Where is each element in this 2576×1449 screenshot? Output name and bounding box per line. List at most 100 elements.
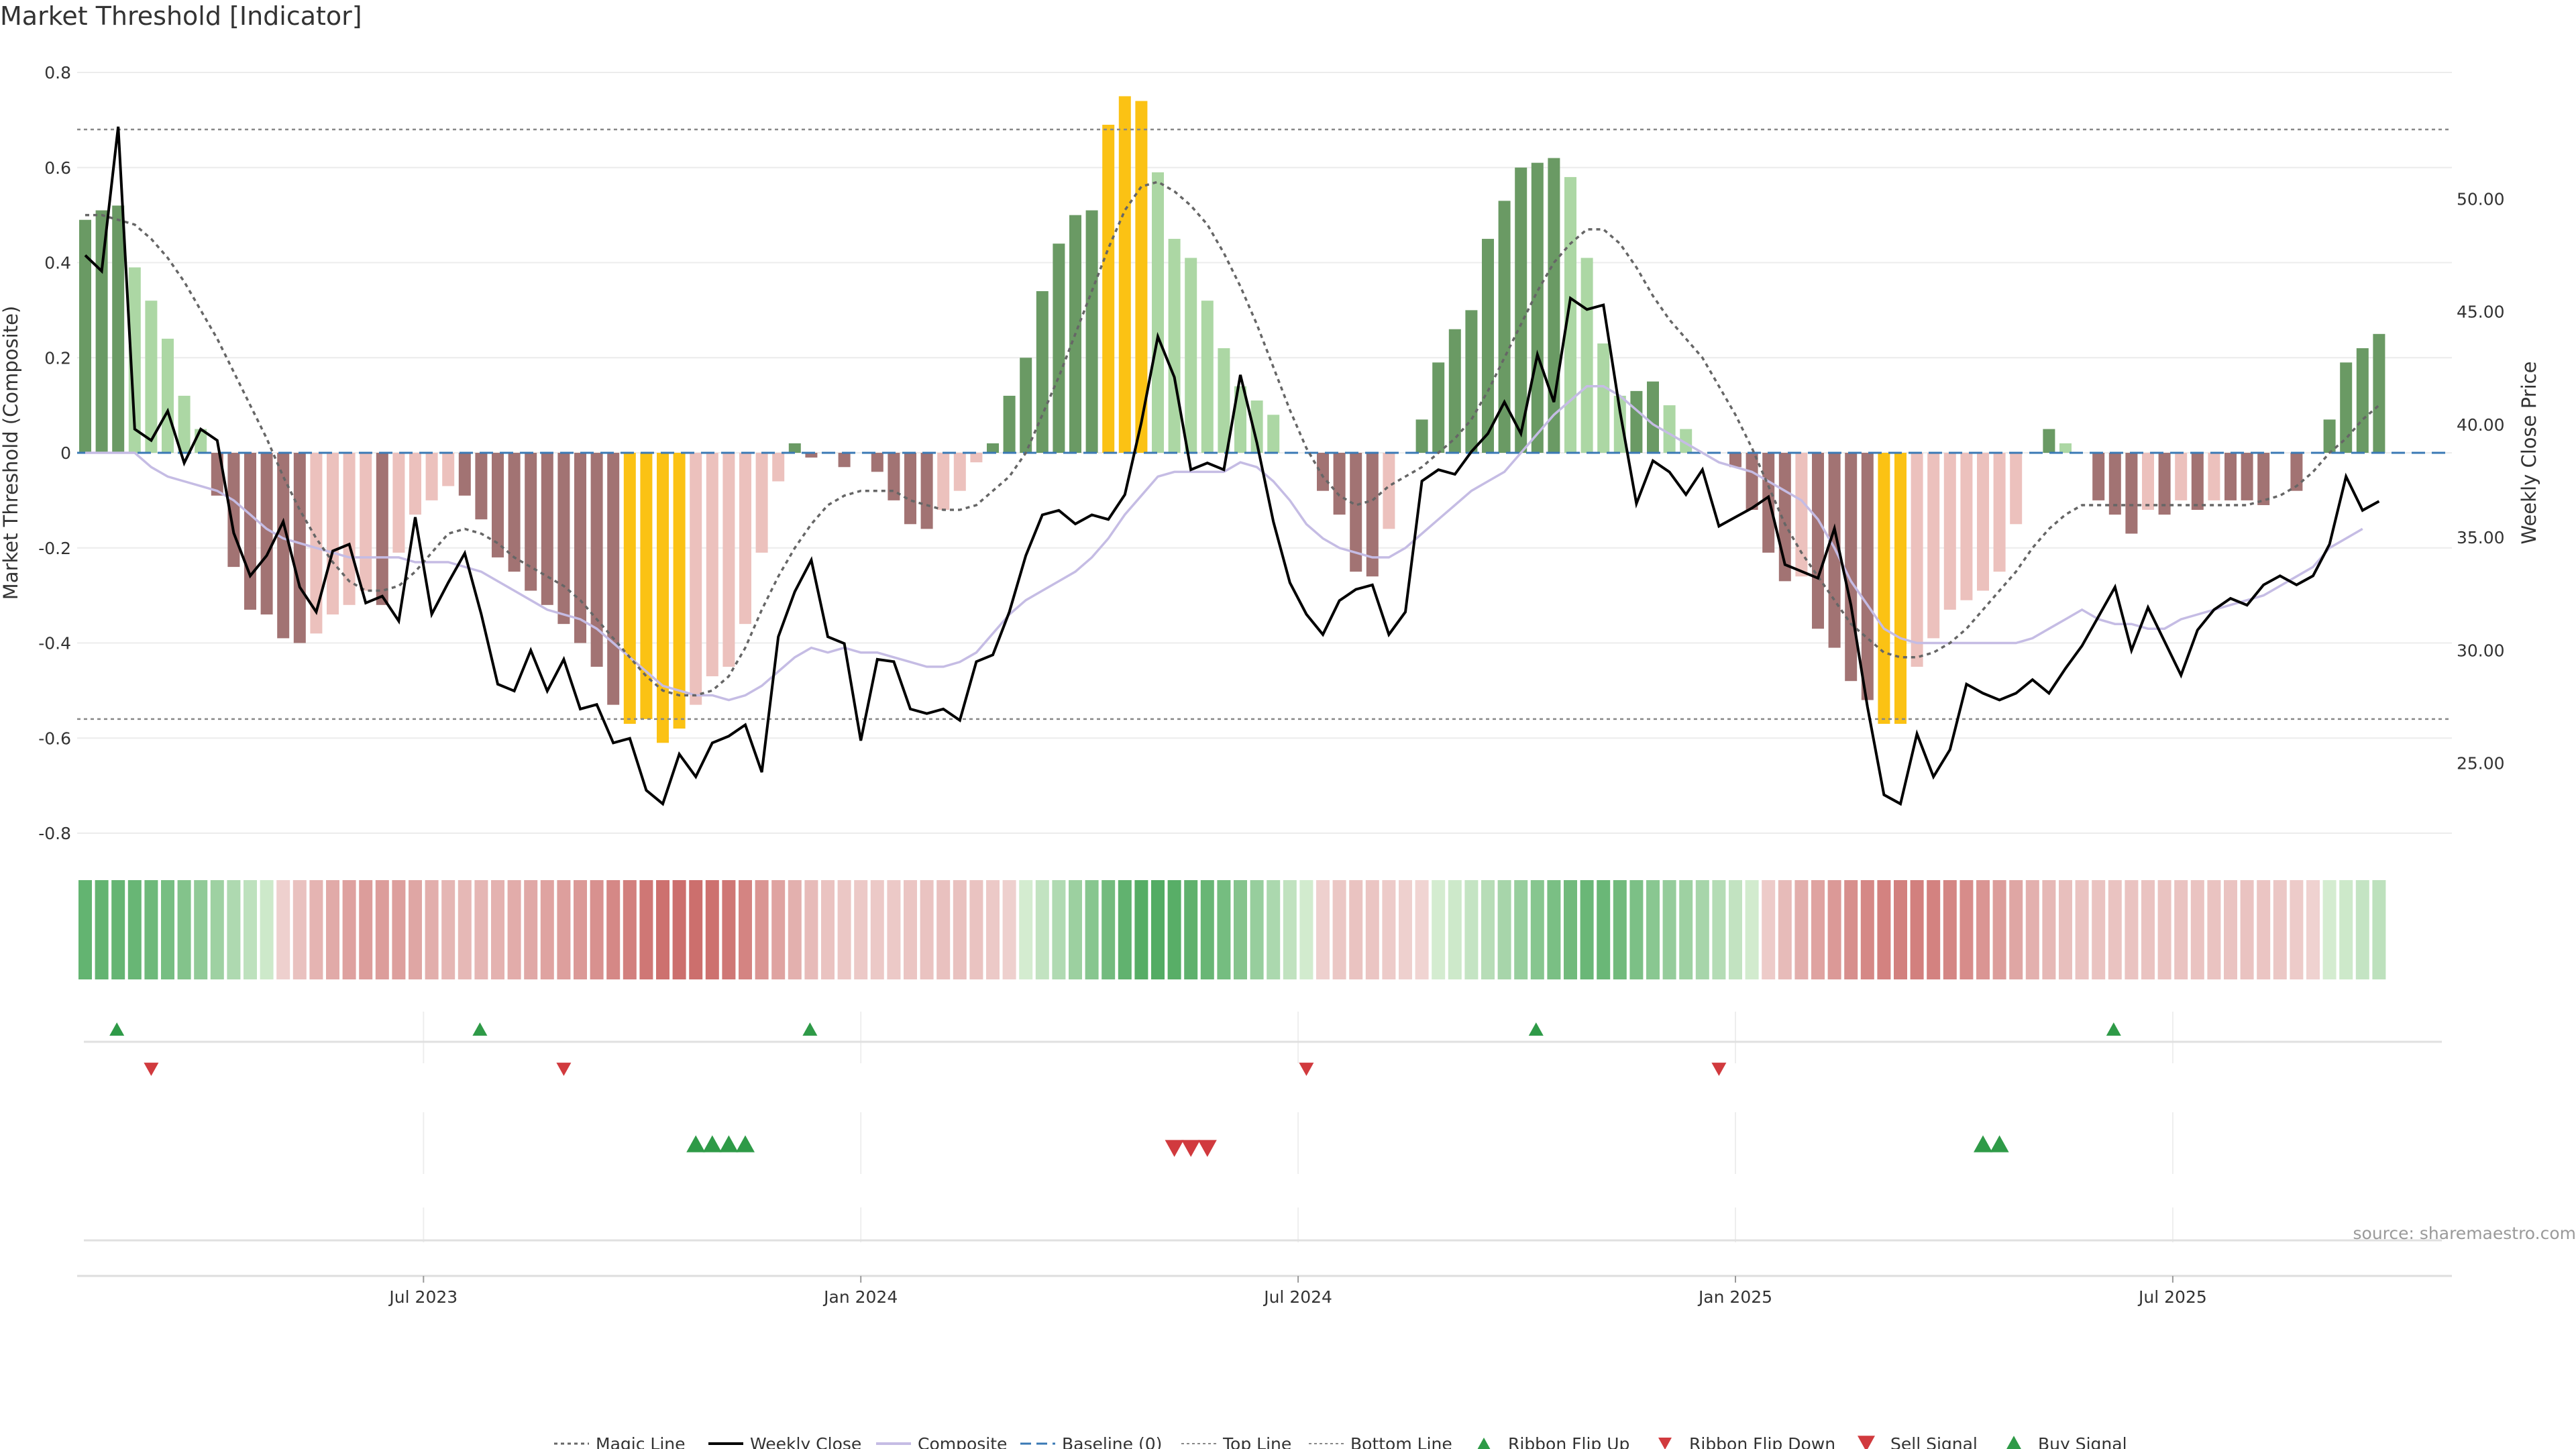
composite-bar [871,453,883,472]
composite-bar [1482,239,1494,453]
composite-bar [838,453,851,468]
ribbon-cell [1827,880,1841,979]
ribbon-cell [2025,880,2039,979]
x-tick-label: Jul 2024 [1263,1287,1332,1307]
ribbon-cell [2125,880,2139,979]
ribbon-cell [986,880,1000,979]
ribbon-cell [260,880,274,979]
ribbon-cell [177,880,191,979]
composite-bar [557,453,570,625]
ribbon-cell [1729,880,1742,979]
ribbon-cell [1217,880,1231,979]
composite-bar [1564,176,1576,453]
composite-bar [1845,453,1858,682]
ribbon-cell [2059,880,2072,979]
composite-bar [2323,419,2336,453]
ribbon-cell [2372,880,2386,979]
composite-bar [360,453,372,591]
ribbon-cell [1448,880,1462,979]
ribbon-cell [705,880,719,979]
ribbon-cell [2240,880,2254,979]
ribbon-cell [2322,880,2337,979]
composite-bar [1531,162,1544,453]
composite-bar [1911,453,1923,667]
composite-bar [1201,301,1214,453]
magic-line [85,180,2380,697]
ribbon-cell [491,880,504,979]
composite-bar [79,219,91,453]
composite-bar [1680,429,1693,453]
composite-bar [1993,453,2006,572]
ribbon-cell [1976,880,1990,979]
ribbon-cell [507,880,521,979]
ribbon-cell [1860,880,1874,979]
ribbon-cell [392,880,406,979]
composite-bar [1465,310,1478,453]
legend-label: Composite [918,1434,1007,1449]
legend-label: Baseline (0) [1062,1434,1162,1449]
composite-bar [1597,343,1610,453]
ribbon-cell [1778,880,1792,979]
ribbon-cell [1102,880,1116,979]
composite-bar [987,443,999,453]
composite-bar [2290,453,2303,491]
ribbon-cell [1943,880,1957,979]
composite-bar [1036,291,1049,453]
ribbon-cell [441,880,455,979]
composite-bar [2340,362,2353,453]
ribbon-cell [2257,880,2271,979]
composite-bar [2059,443,2072,453]
composite-bar [2175,453,2188,500]
x-tick-label: Jul 2025 [2137,1287,2207,1307]
composite-bar [2010,453,2023,525]
composite-bar [1267,415,1280,453]
ribbon-cell [1134,880,1148,979]
ribbon-cell [771,880,786,979]
composite-bar [458,453,471,496]
composite-bar [442,453,455,486]
composite-bar [1053,244,1065,453]
composite-bar [953,453,966,491]
composite-bar [1415,419,1428,453]
ribbon-cell [722,880,736,979]
ribbon-flip-down-marker [144,1063,159,1076]
ribbon-cell [1910,880,1924,979]
ribbon-cell [1646,880,1660,979]
right-axis-label: Weekly Close Price [2518,362,2540,545]
right-tick-label: 50.00 [2457,189,2505,209]
ribbon-flip-up-marker [1528,1022,1544,1036]
composite-bar [607,453,620,705]
composite-bar [541,453,553,605]
composite-bar [2356,348,2369,453]
composite-bar [2108,453,2121,515]
composite-bar [409,453,421,515]
ribbon-cell [2075,880,2089,979]
composite-bar [1580,258,1593,453]
composite-line [85,385,2363,702]
ribbon-cell [755,880,769,979]
ribbon-cell [689,880,703,979]
composite-bar [425,453,438,500]
ribbon-cell [1960,880,1974,979]
left-tick-label: 0 [60,443,71,463]
ribbon-flip-up-marker [2106,1022,2121,1036]
sell-signal-marker [1181,1140,1201,1157]
composite-bar [1812,453,1824,629]
ribbon-cell [1332,880,1346,979]
ribbon-cell [1118,880,1132,979]
composite-bar [1118,96,1131,453]
legend-label: Top Line [1222,1434,1291,1449]
composite-bar [920,453,933,529]
ribbon-cell [639,880,653,979]
composite-bar [1861,453,1874,700]
ribbon-cell [111,880,125,979]
composite-bar [1977,453,1989,591]
ribbon-cell [1679,880,1693,979]
buy-signal-marker [736,1135,755,1152]
composite-bar [1333,453,1346,515]
composite-bar [162,338,174,453]
ribbon-cell [870,880,884,979]
composite-bar [706,453,718,677]
x-tick-label: Jan 2024 [822,1287,898,1307]
composite-bar [2191,453,2204,511]
